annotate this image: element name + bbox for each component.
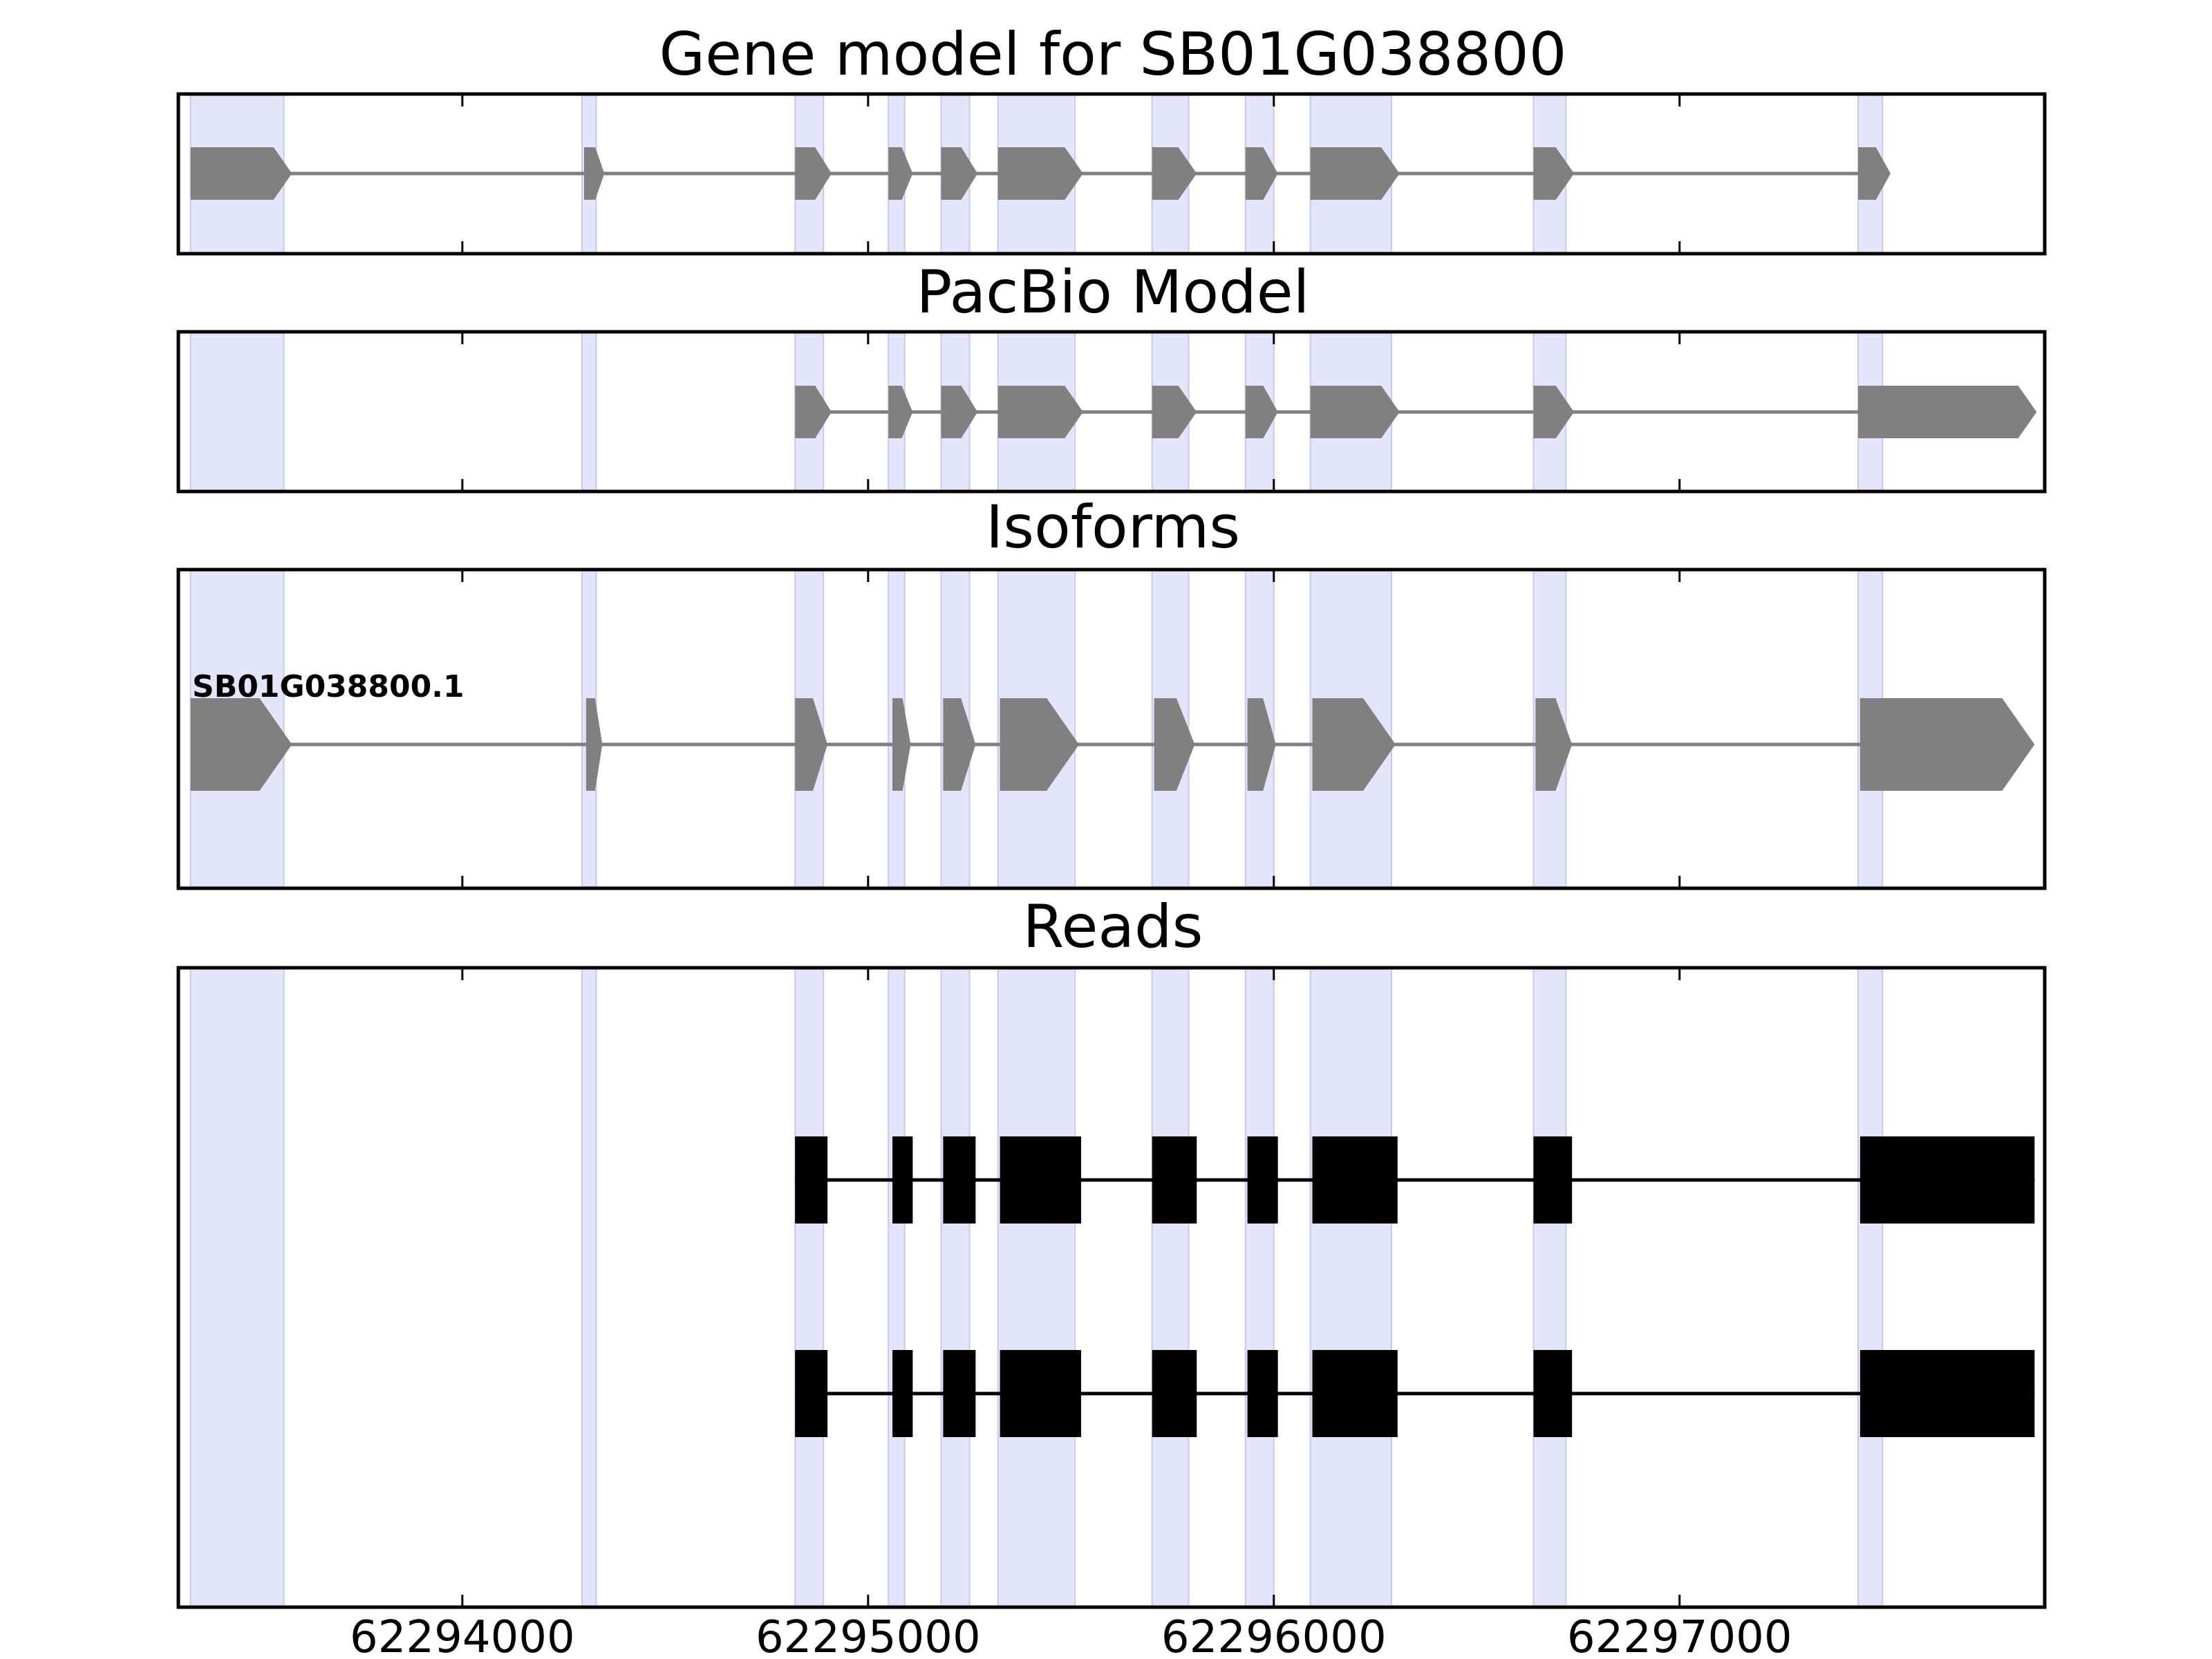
- exon-feature: [1000, 698, 1080, 791]
- exon-feature: [1247, 698, 1276, 791]
- reads-panel: [176, 966, 2047, 1609]
- read-exon-block: [1247, 1350, 1278, 1437]
- highlight-region: [1533, 967, 1567, 1608]
- highlight-region: [581, 967, 597, 1608]
- read-exon-block: [1152, 1350, 1197, 1437]
- panel-frame: [176, 568, 2047, 890]
- highlight-region: [940, 967, 971, 1608]
- exon-feature: [585, 698, 603, 791]
- exon-feature: [1533, 147, 1575, 200]
- panel-title-pacbio-model: PacBio Model: [916, 258, 1309, 327]
- exon-feature: [941, 386, 978, 438]
- exon-feature: [583, 147, 605, 200]
- exon-feature: [1859, 698, 2035, 791]
- read-exon-block: [892, 1136, 913, 1224]
- panel-title-isoforms: Isoforms: [986, 493, 1240, 562]
- exon-feature: [795, 147, 832, 200]
- read-exon-block: [943, 1136, 976, 1224]
- highlight-region: [1857, 967, 1884, 1608]
- exon-feature: [795, 698, 828, 791]
- panel-frame: [176, 330, 2047, 494]
- panel-title-gene-model: Gene model for SB01G038800: [659, 20, 1567, 89]
- exon-feature: [941, 147, 978, 200]
- x-tick-label: 62296000: [1161, 1612, 1387, 1659]
- read-exon-block: [1533, 1350, 1573, 1437]
- read-exon-block: [892, 1350, 913, 1437]
- exon-feature: [1245, 147, 1278, 200]
- x-tick-label: 62294000: [350, 1612, 575, 1659]
- read-exon-block: [1152, 1136, 1197, 1224]
- isoforms-panel: [176, 568, 2047, 890]
- exon-feature: [997, 386, 1083, 438]
- read-exon-block: [1312, 1136, 1398, 1224]
- read-exon-block: [795, 1136, 828, 1224]
- read-exon-block: [1859, 1136, 2035, 1224]
- pacbio-model-panel: [176, 330, 2047, 494]
- highlight-region: [581, 331, 597, 492]
- read-exon-block: [795, 1350, 828, 1437]
- exon-feature: [1152, 147, 1197, 200]
- read-exon-block: [1533, 1136, 1573, 1224]
- exon-feature: [190, 147, 292, 200]
- highlight-region: [1151, 967, 1190, 1608]
- panel-frame: [176, 92, 2047, 256]
- highlight-region: [888, 967, 906, 1608]
- exon-feature: [892, 698, 911, 791]
- exon-feature: [888, 147, 913, 200]
- exon-feature: [1310, 147, 1400, 200]
- highlight-region: [189, 967, 285, 1608]
- highlight-region: [1309, 967, 1392, 1608]
- exon-feature: [1154, 698, 1195, 791]
- exon-feature: [1858, 147, 1891, 200]
- exon-feature: [1858, 386, 2037, 438]
- exon-feature: [1310, 386, 1400, 438]
- panel-title-reads: Reads: [1023, 892, 1203, 962]
- exon-feature: [1245, 386, 1278, 438]
- exon-feature: [943, 698, 976, 791]
- read-exon-block: [1247, 1136, 1278, 1224]
- panel-frame: [176, 966, 2047, 1609]
- read-exon-block: [1000, 1350, 1081, 1437]
- exon-feature: [190, 698, 292, 791]
- exon-feature: [888, 386, 913, 438]
- x-tick-label: 62295000: [756, 1612, 981, 1659]
- read-exon-block: [1312, 1350, 1398, 1437]
- exon-feature: [1152, 386, 1197, 438]
- highlight-region: [794, 967, 825, 1608]
- exon-feature: [1312, 698, 1396, 791]
- exon-feature: [795, 386, 832, 438]
- exon-feature: [1535, 698, 1573, 791]
- x-axis-tick-labels: 62294000 62295000 62296000 62297000: [350, 1612, 1792, 1659]
- gene-model-panel: [176, 92, 2047, 256]
- highlight-region: [189, 331, 285, 492]
- highlight-region: [997, 967, 1076, 1608]
- exon-feature: [1533, 386, 1575, 438]
- read-exon-block: [943, 1350, 976, 1437]
- read-exon-block: [1859, 1350, 2035, 1437]
- isoform-label: SB01G038800.1: [192, 669, 465, 704]
- read-exon-block: [1000, 1136, 1081, 1224]
- x-tick-label: 62297000: [1567, 1612, 1792, 1659]
- exon-feature: [997, 147, 1083, 200]
- highlight-region: [1244, 967, 1275, 1608]
